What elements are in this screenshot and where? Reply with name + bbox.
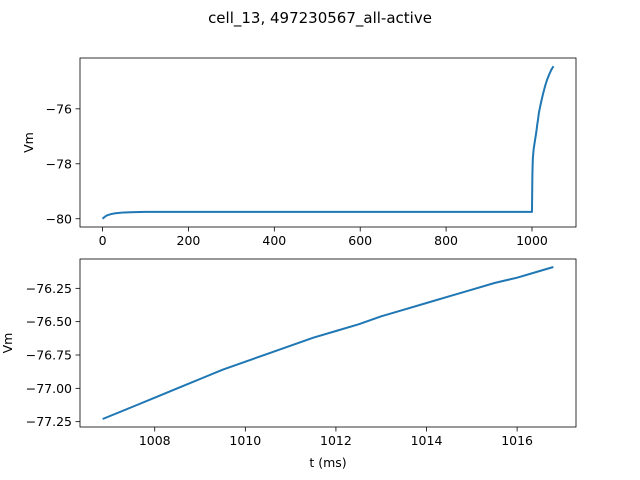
top-x-tick-label: 400 <box>262 233 286 248</box>
top-subplot: 0 200 400 600 800 1000 −80 −78 −76 Vm <box>21 57 577 248</box>
bottom-x-axis-label: t (ms) <box>309 455 346 470</box>
bottom-x-tick-label: 1008 <box>139 433 171 448</box>
bottom-y-tick-label: −76.75 <box>26 348 72 363</box>
top-y-axis-label: Vm <box>21 132 36 153</box>
bottom-series-line-0 <box>102 266 554 420</box>
top-x-tick-label: 0 <box>99 233 107 248</box>
bottom-axes-frame <box>79 258 577 428</box>
top-y-tick-label: −76 <box>46 101 72 116</box>
bottom-subplot: 1008 1010 1012 1014 1016 −77.25−77.00−76.75−… <box>0 258 577 470</box>
bottom-y-ticks: −77.25 −77.00 −76.75 −76.50 −76.25 <box>26 281 80 429</box>
bottom-y-tick-label: −77.25 <box>26 414 72 429</box>
top-x-tick-label: 200 <box>177 233 201 248</box>
bottom-y-tick-label: −76.25 <box>26 281 72 296</box>
bottom-x-ticks: 1008 1010 1012 1014 1016 <box>139 427 533 448</box>
bottom-plot-area <box>102 266 554 420</box>
top-y-tick-label: −78 <box>46 156 72 171</box>
figure-title: cell_13, 497230567_all-active <box>208 9 432 28</box>
bottom-x-tick-label: 1014 <box>411 433 443 448</box>
bottom-x-tick-label: 1016 <box>501 433 533 448</box>
bottom-x-tick-label: 1012 <box>320 433 352 448</box>
top-plot-area <box>101 65 555 220</box>
bottom-y-tick-label: −77.00 <box>26 381 72 396</box>
top-x-tick-label: 600 <box>348 233 372 248</box>
bottom-x-tick-label: 1010 <box>229 433 261 448</box>
top-series-line-0 <box>101 65 555 220</box>
top-y-tick-label: −80 <box>46 211 72 226</box>
top-x-ticks: 0 200 400 600 800 1000 <box>99 227 548 248</box>
top-x-tick-label: 1000 <box>516 233 548 248</box>
bottom-y-axis-label: Vm <box>0 333 15 354</box>
bottom-y-tick-label: −76.50 <box>26 314 72 329</box>
top-x-tick-label: 800 <box>434 233 458 248</box>
top-axes-frame <box>79 57 577 228</box>
top-y-ticks: −80 −78 −76 <box>46 101 80 226</box>
